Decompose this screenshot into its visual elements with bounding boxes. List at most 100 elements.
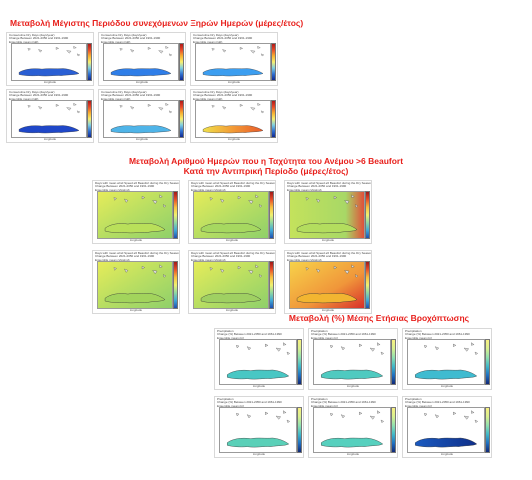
panel-caption: Precipitation Change (%) Between 2021-20…	[311, 397, 376, 408]
panel-caption: Precipitation Change (%) Between 2021-20…	[405, 397, 470, 408]
crete-map	[196, 44, 270, 80]
color-scale-bar	[365, 261, 370, 309]
crete-map	[194, 192, 268, 238]
map-plot-area	[313, 339, 391, 385]
dry-map-panel-5: Consecutive Dry Days (days/year) Change …	[98, 89, 186, 143]
map-plot-area	[103, 100, 179, 138]
color-scale-bar	[269, 261, 274, 309]
crete-map	[98, 192, 172, 238]
panel-caption: Consecutive Dry Days (days/year) Change …	[101, 33, 161, 44]
panel-caption: Consecutive Dry Days (days/year) Change …	[193, 90, 253, 101]
precip-title: Μεταβολή (%) Μέσης Ετήσιας Βροχόπτωσης	[288, 313, 470, 323]
map-plot-area	[195, 43, 271, 81]
panel-caption: Consecutive Dry Days (days/year) Change …	[9, 33, 69, 44]
color-scale-bar	[87, 43, 92, 81]
map-plot-area	[407, 407, 485, 453]
map-plot-area	[97, 261, 173, 309]
color-scale-bar	[173, 261, 178, 309]
x-axis-label: longitude	[346, 452, 360, 456]
crete-map	[290, 262, 364, 308]
crete-map	[104, 101, 178, 137]
x-axis-label: longitude	[135, 80, 149, 84]
color-scale-bar	[391, 407, 396, 453]
x-axis-label: longitude	[346, 384, 360, 388]
wind-map-panel-6: Days with mean wind Speed ≥6 Beaufort du…	[284, 250, 372, 314]
x-axis-label: longitude	[440, 384, 454, 388]
x-axis-label: longitude	[43, 137, 57, 141]
x-axis-label: longitude	[129, 308, 143, 312]
color-scale-bar	[269, 191, 274, 239]
panel-caption: Consecutive Dry Days (days/year) Change …	[193, 33, 253, 44]
color-scale-bar	[87, 100, 92, 138]
wind-map-panel-2: Days with mean wind Speed ≥6 Beaufort du…	[188, 180, 276, 244]
color-scale-bar	[173, 191, 178, 239]
map-plot-area	[11, 43, 87, 81]
crete-map	[290, 192, 364, 238]
map-plot-area	[407, 339, 485, 385]
map-plot-area	[193, 261, 269, 309]
dry-map-panel-1: Consecutive Dry Days (days/year) Change …	[6, 32, 94, 86]
crete-map	[12, 101, 86, 137]
precip-map-panel-1: Precipitation Change (%) Between 2021-20…	[214, 328, 304, 390]
x-axis-label: longitude	[225, 238, 239, 242]
x-axis-label: longitude	[321, 308, 335, 312]
precip-map-panel-3: Precipitation Change (%) Between 2021-20…	[402, 328, 492, 390]
dry-days-title: Μεταβολή Μέγιστης Περιόδου συνεχόμενων Ξ…	[10, 18, 304, 28]
panel-caption: Consecutive Dry Days (days/year) Change …	[9, 90, 69, 101]
wind-map-panel-3: Days with mean wind Speed ≥6 Beaufort du…	[284, 180, 372, 244]
crete-map	[104, 44, 178, 80]
color-scale-bar	[391, 339, 396, 385]
x-axis-label: longitude	[227, 80, 241, 84]
precip-map-panel-2: Precipitation Change (%) Between 2021-20…	[308, 328, 398, 390]
map-plot-area	[97, 191, 173, 239]
x-axis-label: longitude	[440, 452, 454, 456]
panel-caption: Days with mean wind Speed ≥6 Beaufort du…	[287, 251, 372, 262]
crete-map	[196, 101, 270, 137]
color-scale-bar	[179, 100, 184, 138]
crete-map	[408, 408, 484, 452]
x-axis-label: longitude	[252, 452, 266, 456]
crete-map	[220, 408, 296, 452]
color-scale-bar	[297, 407, 302, 453]
x-axis-label: longitude	[135, 137, 149, 141]
panel-caption: Precipitation Change (%) Between 2021-20…	[217, 329, 282, 340]
color-scale-bar	[179, 43, 184, 81]
panel-caption: Days with mean wind Speed ≥6 Beaufort du…	[191, 251, 276, 262]
dry-map-panel-4: Consecutive Dry Days (days/year) Change …	[6, 89, 94, 143]
map-plot-area	[289, 191, 365, 239]
color-scale-bar	[297, 339, 302, 385]
color-scale-bar	[365, 191, 370, 239]
panel-caption: Days with mean wind Speed ≥6 Beaufort du…	[95, 251, 180, 262]
x-axis-label: longitude	[252, 384, 266, 388]
color-scale-bar	[485, 407, 490, 453]
crete-map	[12, 44, 86, 80]
panel-caption: Precipitation Change (%) Between 2021-20…	[311, 329, 376, 340]
panel-caption: Precipitation Change (%) Between 2021-20…	[217, 397, 282, 408]
map-plot-area	[219, 339, 297, 385]
precip-map-panel-5: Precipitation Change (%) Between 2021-20…	[308, 396, 398, 458]
color-scale-bar	[271, 100, 276, 138]
map-plot-area	[193, 191, 269, 239]
color-scale-bar	[485, 339, 490, 385]
map-plot-area	[195, 100, 271, 138]
wind-days-subtitle: Κατά την Αντιπρική Περίοδο (μέρες/έτος)	[183, 166, 349, 176]
map-plot-area	[219, 407, 297, 453]
crete-map	[220, 340, 296, 384]
crete-map	[194, 262, 268, 308]
crete-map	[408, 340, 484, 384]
dry-map-panel-2: Consecutive Dry Days (days/year) Change …	[98, 32, 186, 86]
map-plot-area	[11, 100, 87, 138]
x-axis-label: longitude	[321, 238, 335, 242]
precip-map-panel-6: Precipitation Change (%) Between 2021-20…	[402, 396, 492, 458]
panel-caption: Days with mean wind Speed ≥6 Beaufort du…	[191, 181, 276, 192]
wind-map-panel-1: Days with mean wind Speed ≥6 Beaufort du…	[92, 180, 180, 244]
wind-map-panel-4: Days with mean wind Speed ≥6 Beaufort du…	[92, 250, 180, 314]
crete-map	[314, 408, 390, 452]
crete-map	[314, 340, 390, 384]
panel-caption: Days with mean wind Speed ≥6 Beaufort du…	[287, 181, 372, 192]
panel-caption: Days with mean wind Speed ≥6 Beaufort du…	[95, 181, 180, 192]
x-axis-label: longitude	[225, 308, 239, 312]
map-plot-area	[313, 407, 391, 453]
x-axis-label: longitude	[129, 238, 143, 242]
map-plot-area	[289, 261, 365, 309]
